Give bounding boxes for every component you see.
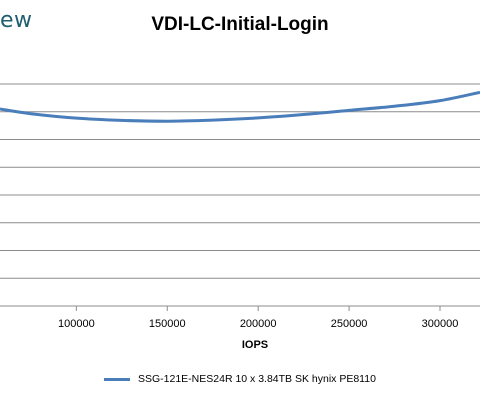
x-tick-label-1: 150000 — [149, 318, 186, 330]
x-axis-title: IOPS — [242, 339, 268, 351]
series-lines — [0, 90, 480, 123]
gridlines — [0, 83, 480, 307]
x-tick-label-0: 100000 — [58, 318, 95, 330]
x-tick-label-3: 250000 — [331, 318, 368, 330]
legend: SSG-121E-NES24R 10 x 3.84TB SK hynix PE8… — [0, 373, 480, 385]
series-line-0 — [0, 90, 480, 123]
x-tick-label-2: 200000 — [240, 318, 277, 330]
legend-swatch — [104, 377, 131, 381]
logo-text-fragment: ew — [0, 8, 33, 33]
x-axis-ticks: 100000 150000 200000 250000 300000 — [58, 306, 458, 330]
legend-label: SSG-121E-NES24R 10 x 3.84TB SK hynix PE8… — [137, 373, 376, 385]
chart-title: VDI-LC-Initial-Login — [151, 14, 329, 35]
x-tick-label-4: 300000 — [422, 318, 459, 330]
